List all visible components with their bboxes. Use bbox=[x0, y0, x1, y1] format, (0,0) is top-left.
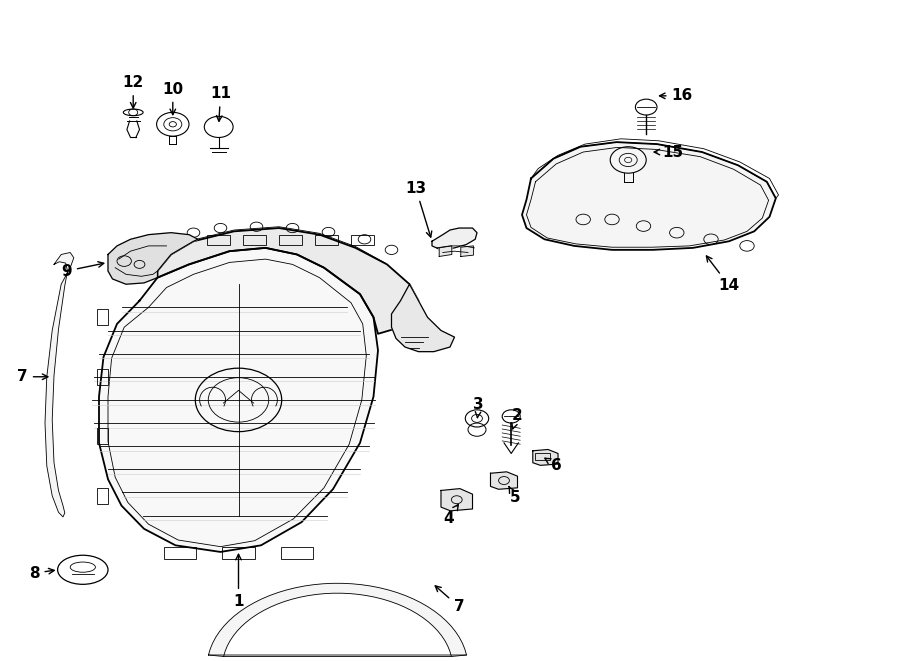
Bar bbox=[315, 235, 338, 245]
Text: 9: 9 bbox=[61, 262, 104, 278]
Text: 13: 13 bbox=[405, 181, 432, 237]
Text: 10: 10 bbox=[162, 82, 184, 114]
Bar bbox=[97, 369, 108, 385]
Text: 14: 14 bbox=[706, 256, 740, 293]
Polygon shape bbox=[533, 449, 558, 465]
Text: 2: 2 bbox=[512, 408, 523, 429]
Text: 8: 8 bbox=[29, 566, 54, 580]
Text: 7: 7 bbox=[17, 369, 48, 384]
Bar bbox=[536, 453, 551, 460]
Bar bbox=[243, 235, 266, 245]
Polygon shape bbox=[158, 228, 419, 334]
Bar bbox=[222, 547, 255, 559]
Polygon shape bbox=[432, 228, 477, 250]
Bar bbox=[281, 547, 313, 559]
Polygon shape bbox=[439, 246, 452, 256]
Text: 7: 7 bbox=[436, 586, 464, 614]
Bar bbox=[97, 309, 108, 325]
Polygon shape bbox=[522, 142, 776, 250]
Bar bbox=[97, 428, 108, 444]
Bar bbox=[351, 235, 374, 245]
Text: 6: 6 bbox=[544, 458, 562, 473]
Text: 15: 15 bbox=[654, 145, 684, 159]
Polygon shape bbox=[392, 284, 454, 352]
Polygon shape bbox=[441, 488, 472, 511]
Polygon shape bbox=[99, 248, 378, 552]
Text: 11: 11 bbox=[210, 87, 231, 121]
Bar bbox=[279, 235, 302, 245]
Polygon shape bbox=[491, 472, 518, 489]
Text: 5: 5 bbox=[508, 486, 520, 504]
Bar bbox=[207, 235, 230, 245]
Polygon shape bbox=[461, 246, 473, 256]
Polygon shape bbox=[45, 253, 74, 517]
Text: 3: 3 bbox=[473, 397, 484, 418]
Bar bbox=[97, 488, 108, 504]
Bar bbox=[164, 547, 196, 559]
Text: 1: 1 bbox=[233, 555, 244, 609]
Polygon shape bbox=[209, 583, 466, 656]
Text: 4: 4 bbox=[443, 504, 458, 526]
Polygon shape bbox=[108, 233, 198, 284]
Text: 12: 12 bbox=[122, 75, 144, 108]
Text: 16: 16 bbox=[660, 89, 693, 103]
